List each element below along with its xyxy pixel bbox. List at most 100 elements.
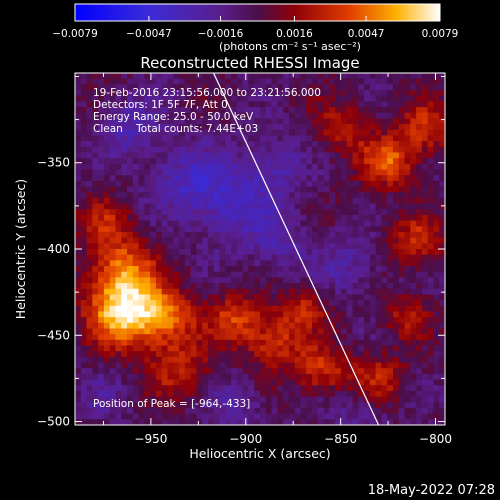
heatmap-cell — [404, 328, 411, 335]
heatmap-cell — [364, 192, 371, 199]
heatmap-cell — [86, 373, 93, 381]
heatmap-cell — [387, 317, 394, 324]
heatmap-cell — [196, 146, 203, 154]
heatmap-cell — [213, 237, 221, 244]
heatmap-cell — [207, 158, 215, 165]
heatmap-cell — [265, 197, 273, 205]
heatmap-cell — [260, 294, 267, 301]
heatmap-cell — [381, 175, 388, 182]
heatmap-cell — [161, 129, 169, 137]
heatmap-cell — [352, 407, 359, 415]
heatmap-cell — [381, 112, 388, 120]
heatmap-cell — [219, 345, 226, 352]
heatmap-cell — [248, 413, 255, 420]
heatmap-cell — [109, 180, 117, 188]
heatmap-cell — [184, 146, 192, 154]
heatmap-cell — [364, 197, 371, 205]
heatmap-cell — [312, 305, 319, 313]
heatmap-cell — [294, 419, 302, 425]
heatmap-cell — [190, 73, 198, 80]
heatmap-cell — [317, 192, 325, 199]
heatmap-cell — [202, 334, 209, 341]
heatmap-cell — [340, 175, 348, 182]
heatmap-cell — [364, 220, 371, 227]
heatmap-cell — [271, 197, 278, 205]
heatmap-cell — [387, 373, 394, 381]
heatmap-cell — [86, 402, 93, 409]
heatmap-cell — [121, 407, 128, 415]
heatmap-cell — [242, 283, 250, 290]
heatmap-cell — [138, 249, 145, 256]
heatmap-cell — [260, 356, 267, 364]
heatmap-cell — [381, 197, 388, 205]
heatmap-cell — [179, 101, 186, 108]
heatmap-cell — [190, 373, 198, 381]
heatmap-cell — [392, 237, 400, 244]
heatmap-cell — [421, 78, 429, 85]
heatmap-cell — [346, 237, 354, 244]
heatmap-cell — [213, 413, 221, 420]
heatmap-cell — [277, 402, 284, 409]
heatmap-cell — [242, 186, 250, 193]
heatmap-cell — [103, 203, 111, 210]
heatmap-cell — [127, 356, 134, 364]
heatmap-cell — [184, 373, 192, 381]
heatmap-cell — [132, 419, 140, 425]
heatmap-cell — [202, 385, 209, 392]
heatmap-cell — [103, 101, 111, 108]
heatmap-cell — [265, 124, 273, 131]
heatmap-cell — [340, 362, 348, 369]
heatmap-cell — [427, 390, 435, 398]
heatmap-cell — [179, 146, 186, 154]
heatmap-cell — [144, 339, 151, 347]
heatmap-cell — [404, 300, 411, 307]
heatmap-cell — [294, 368, 302, 375]
heatmap-cell — [288, 249, 296, 256]
heatmap-cell — [231, 317, 238, 324]
heatmap-cell — [109, 407, 117, 415]
heatmap-cell — [427, 243, 435, 250]
heatmap-cell — [167, 231, 174, 239]
heatmap-cell — [173, 135, 180, 142]
heatmap-cell — [288, 152, 296, 159]
heatmap-cell — [167, 152, 174, 159]
heatmap-cell — [271, 407, 278, 415]
heatmap-cell — [340, 124, 348, 131]
heatmap-cell — [277, 413, 284, 420]
heatmap-cell — [196, 237, 203, 244]
heatmap-cell — [109, 237, 117, 244]
heatmap-cell — [144, 305, 151, 313]
heatmap-cell — [179, 322, 186, 330]
heatmap-cell — [265, 328, 273, 335]
heatmap-cell — [144, 396, 151, 403]
heatmap-cell — [190, 90, 198, 97]
heatmap-cell — [427, 129, 435, 137]
heatmap-cell — [225, 180, 232, 188]
heatmap-cell — [98, 260, 105, 267]
heatmap-cell — [387, 260, 394, 267]
heatmap-cell — [317, 334, 325, 341]
heatmap-cell — [225, 231, 232, 239]
heatmap-cell — [369, 231, 377, 239]
heatmap-cell — [410, 345, 417, 352]
heatmap-cell — [358, 124, 365, 131]
heatmap-cell — [433, 328, 440, 335]
heatmap-cell — [421, 328, 429, 335]
heatmap-cell — [381, 237, 388, 244]
heatmap-cell — [260, 266, 267, 273]
heatmap-cell — [167, 90, 174, 97]
heatmap-cell — [260, 328, 267, 335]
heatmap-cell — [92, 158, 99, 165]
heatmap-cell — [340, 328, 348, 335]
heatmap-cell — [375, 345, 383, 352]
heatmap-cell — [439, 339, 445, 347]
heatmap-cell — [433, 311, 440, 318]
heatmap-cell — [439, 419, 445, 425]
heatmap-cell — [294, 175, 302, 182]
heatmap-cell — [161, 322, 169, 330]
heatmap-cell — [103, 385, 111, 392]
heatmap-cell — [219, 413, 226, 420]
heatmap-cell — [352, 107, 359, 114]
heatmap-cell — [439, 175, 445, 182]
heatmap-cell — [132, 305, 140, 313]
